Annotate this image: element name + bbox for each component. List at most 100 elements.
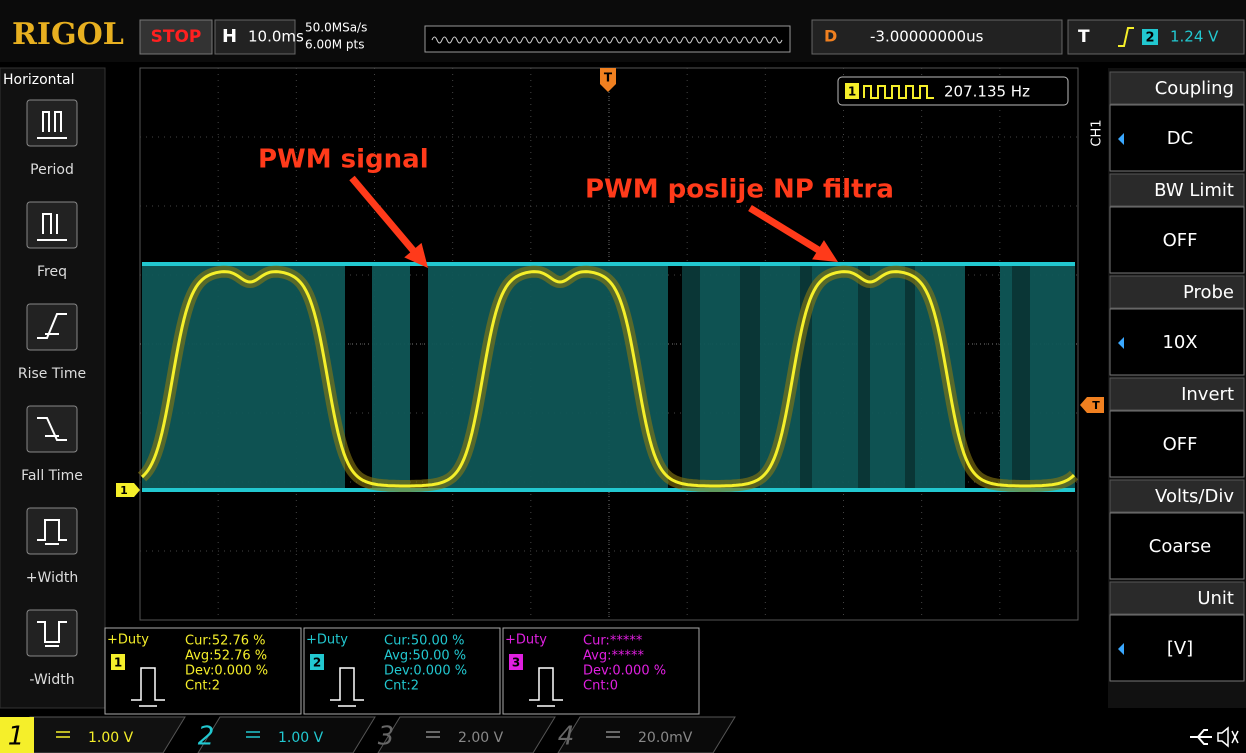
trigger-flag — [1080, 397, 1104, 413]
menu-body[interactable] — [1109, 512, 1245, 580]
menu-body[interactable] — [1109, 308, 1245, 376]
frequency-badge — [845, 83, 859, 99]
pwm-fill — [1000, 264, 1075, 492]
annotation: PWM poslije NP filtra — [585, 175, 894, 205]
filtered-signal — [140, 270, 1076, 488]
menu-button[interactable] — [26, 609, 78, 657]
menu-label: BW Limit — [1154, 180, 1234, 201]
menu-label: Unit — [1197, 588, 1234, 609]
memory-bar — [424, 25, 791, 53]
measurement-name: +Duty — [306, 633, 348, 648]
button-icon — [37, 313, 67, 339]
menu-header[interactable] — [1109, 581, 1245, 615]
pwm-gap — [682, 264, 700, 492]
sound-icon — [1217, 726, 1239, 748]
trigger-edge — [1118, 27, 1134, 47]
measurement-cnt: Cnt:2 — [384, 679, 419, 694]
channel-number: 3 — [378, 722, 395, 752]
channel-active — [0, 717, 34, 753]
menu-body[interactable] — [1109, 410, 1245, 478]
measurement-avg: Avg:***** — [583, 649, 644, 664]
measurement-cnt: Cnt:2 — [185, 679, 220, 694]
trigger-position-flag — [600, 68, 616, 92]
trigger-source: 2 — [1145, 31, 1154, 46]
channel-scale: 2.00 V — [458, 730, 504, 746]
memory-wave — [431, 36, 783, 44]
measurement-badge — [310, 654, 324, 670]
menu-value: [V] — [1167, 638, 1193, 659]
measurement-badge — [509, 654, 523, 670]
measurement-cur: Cur:50.00 % — [384, 634, 465, 649]
menu-value: 10X — [1162, 332, 1197, 353]
menu-value: DC — [1167, 128, 1193, 149]
measurement-icon — [330, 667, 364, 707]
menu-header[interactable] — [1109, 479, 1245, 513]
menu-label: Invert — [1181, 384, 1234, 405]
status-box[interactable] — [139, 19, 213, 55]
menu-button[interactable] — [26, 507, 78, 555]
channel-tab[interactable] — [197, 716, 376, 753]
button-icon — [37, 519, 67, 545]
menu-header[interactable] — [1109, 71, 1245, 105]
pwm-gap — [740, 264, 760, 492]
usb-icon — [1190, 729, 1212, 745]
menu-header[interactable] — [1109, 377, 1245, 411]
menu-header[interactable] — [1109, 275, 1245, 309]
menu-item: Fall Time — [21, 468, 83, 484]
sample-rate: 50.0MSa/s — [305, 21, 367, 35]
waveforms — [137, 262, 1079, 492]
button-icon — [37, 621, 67, 647]
coupling-icon — [426, 731, 440, 738]
pulse-icon — [863, 85, 934, 99]
trigger-label: T — [1078, 27, 1090, 47]
left-panel — [0, 67, 106, 709]
measurement-box — [502, 627, 700, 715]
trigger-source-badge — [1142, 29, 1158, 45]
annotation: PWM signal — [258, 145, 429, 175]
channel-scale: 1.00 V — [278, 730, 324, 746]
menu-title: Horizontal — [3, 72, 74, 88]
delay-label: D — [824, 27, 837, 46]
measurement-cnt: Cnt:0 — [583, 679, 618, 694]
button-icon — [37, 213, 67, 241]
delay: -3.00000000us — [870, 28, 984, 46]
timebase: 10.0ms — [248, 28, 304, 46]
menu-value: Coarse — [1149, 536, 1211, 557]
channel-number: 4 — [558, 722, 575, 752]
measurement-icon — [529, 667, 563, 707]
menu-body[interactable] — [1109, 104, 1245, 172]
pwm-high — [142, 262, 1075, 266]
measurement-name: +Duty — [107, 633, 149, 648]
status: STOP — [151, 27, 202, 47]
channel-scale: 20.0mV — [638, 730, 693, 746]
menu-body[interactable] — [1109, 614, 1245, 682]
coupling-icon — [56, 731, 70, 738]
menu-button[interactable] — [26, 99, 78, 147]
menu-arrow — [1118, 643, 1124, 655]
channel-flag — [116, 483, 140, 497]
channel-tab[interactable] — [557, 716, 736, 753]
channel-number: 1 — [8, 722, 25, 752]
annotation-arrow — [748, 205, 823, 255]
measurement-name: +Duty — [505, 633, 547, 648]
memory-depth: 6.00M pts — [305, 38, 364, 52]
trigger-level: 1.24 V — [1170, 28, 1219, 46]
measurement-dev: Dev:0.000 % — [583, 664, 666, 679]
channel-tab[interactable] — [377, 716, 556, 753]
measurement-icon — [131, 667, 165, 707]
menu-item: Period — [30, 162, 74, 178]
menu-label: Volts/Div — [1155, 486, 1234, 507]
trigger-marker: T — [1092, 399, 1100, 412]
pwm-gap — [1012, 264, 1030, 492]
menu-item: -Width — [29, 672, 74, 688]
menu-label: Coupling — [1155, 78, 1234, 99]
measurement-cur: Cur:52.76 % — [185, 634, 266, 649]
timebase-box — [214, 19, 296, 55]
measurement-cur: Cur:***** — [583, 634, 643, 649]
menu-body[interactable] — [1109, 206, 1245, 274]
measurement-avg: Avg:50.00 % — [384, 649, 466, 664]
coupling-icon — [246, 731, 260, 738]
menu-header[interactable] — [1109, 173, 1245, 207]
channel-label: CH1 — [1090, 119, 1105, 146]
menu-item: +Width — [26, 570, 78, 586]
